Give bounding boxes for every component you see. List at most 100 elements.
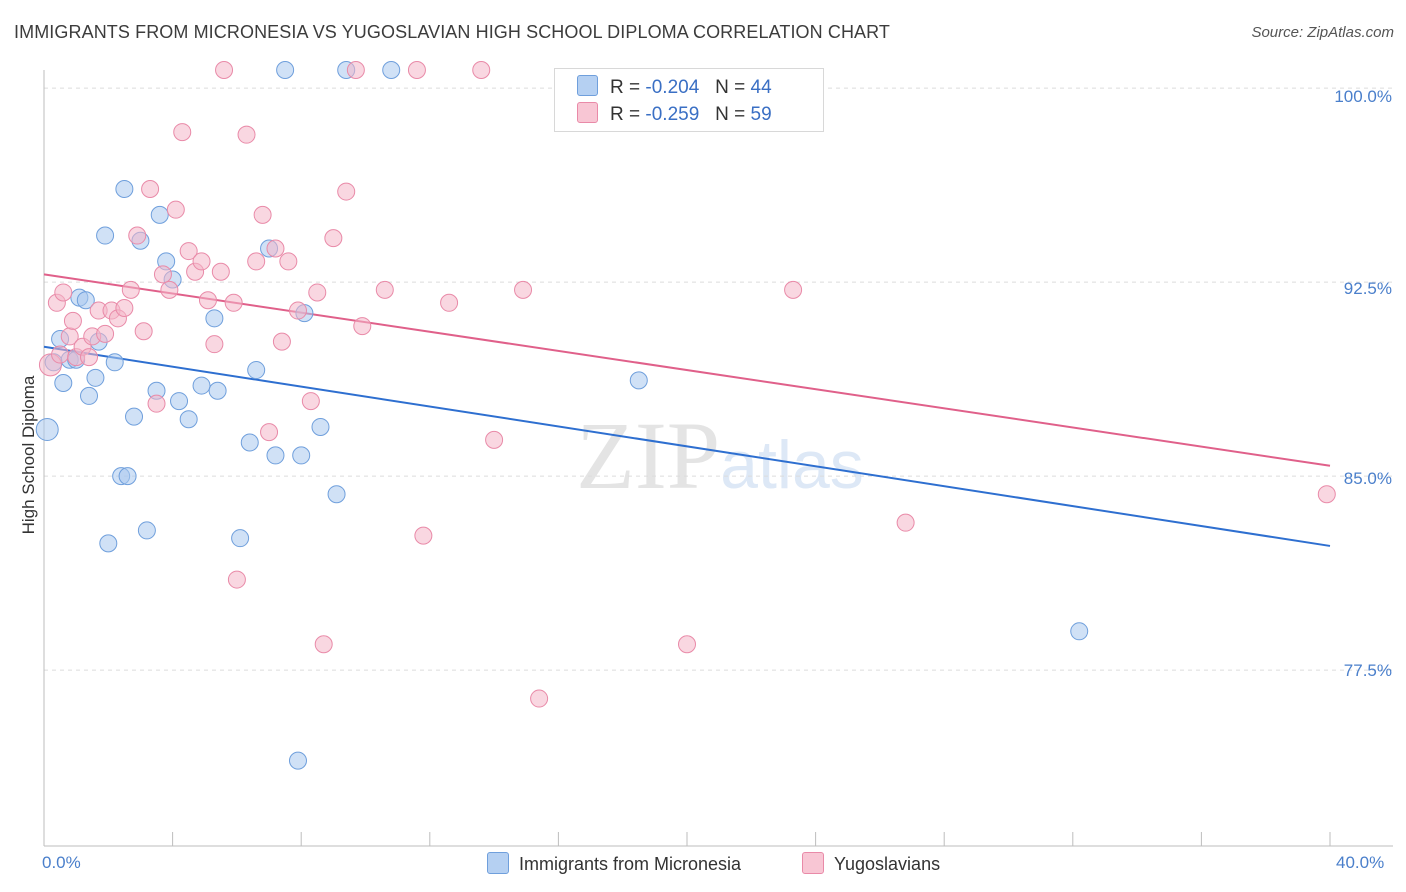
series-name: Yugoslavians	[834, 854, 941, 874]
x-tick-label-max: 40.0%	[1336, 853, 1385, 872]
micronesia-trend-line	[43, 345, 1331, 547]
legend-r-label: R =	[610, 104, 641, 125]
x-tick-label-min: 0.0%	[42, 853, 81, 872]
micronesia-point	[382, 61, 401, 79]
series-swatch-blue	[487, 852, 509, 874]
micronesia-point	[54, 373, 73, 392]
x-tick-marks	[172, 832, 1331, 846]
micronesia-point	[327, 485, 346, 504]
yugoslavian-point	[141, 179, 160, 198]
legend-r-label: R =	[610, 77, 641, 98]
stats-legend: R = -0.204 N = 44 R = -0.259 N = 59	[554, 68, 824, 132]
micronesia-point	[247, 361, 266, 380]
yugoslavian-point	[215, 61, 234, 79]
yugoslavian-point	[211, 262, 230, 281]
micronesia-point	[118, 467, 137, 486]
yugoslavian-point	[314, 635, 333, 654]
micronesia-point	[311, 417, 330, 436]
series-legend-yugoslavians[interactable]: Yugoslavians	[802, 852, 940, 875]
micronesia-point	[231, 529, 250, 548]
micronesia-point	[288, 751, 307, 770]
legend-n-value: 44	[750, 77, 772, 98]
source-label: Source: ZipAtlas.com	[1251, 24, 1394, 41]
yugoslavian-point	[485, 430, 504, 449]
micronesia-point	[96, 226, 115, 245]
yugoslavian-point	[407, 61, 426, 79]
yugoslavian-point	[173, 123, 192, 142]
y-tick-label-100: 100.0%	[1334, 87, 1392, 106]
yugoslavian-point	[237, 125, 256, 144]
yugoslavian-point	[153, 265, 172, 284]
yugoslavian-point	[160, 280, 179, 299]
micronesia-point	[1070, 622, 1089, 641]
legend-row-micronesia: R = -0.204 N = 44	[577, 75, 772, 99]
micronesia-point	[137, 521, 156, 540]
yugoslavian-point	[96, 324, 115, 343]
legend-n-label: N =	[715, 104, 746, 125]
micronesia-point	[86, 368, 105, 387]
micronesia-point	[35, 418, 59, 442]
yugoslavian-point	[337, 182, 356, 201]
micronesia-point	[105, 353, 124, 372]
micronesia-point	[629, 371, 648, 390]
y-tick-label-85: 85.0%	[1343, 469, 1392, 488]
yugoslavian-point	[272, 332, 291, 351]
yugoslavian-point	[346, 61, 365, 79]
yugoslavian-point	[279, 252, 298, 271]
yugoslavian-point	[266, 239, 285, 258]
legend-r-value: -0.259	[645, 104, 700, 125]
yugoslavian-point	[166, 200, 185, 219]
yugoslavian-point	[224, 293, 243, 312]
y-tick-label-77-5: 77.5%	[1343, 661, 1392, 680]
micronesia-point	[205, 309, 224, 328]
micronesia-point	[179, 410, 198, 429]
micronesia-point	[170, 392, 189, 411]
yugoslavian-point	[375, 280, 394, 299]
yugoslavian-point	[80, 348, 99, 367]
yugoslavian-point	[301, 392, 320, 411]
yugoslavian-point	[324, 229, 343, 248]
micronesia-point	[208, 381, 227, 400]
yugoslavian-point	[253, 205, 272, 224]
yugoslavian-point	[784, 280, 803, 299]
yugoslavian-point	[128, 226, 147, 245]
legend-r-value: -0.204	[645, 77, 700, 98]
yugoslavian-point	[227, 570, 246, 589]
yugoslavian-point	[440, 293, 459, 312]
yugoslavian-point	[288, 301, 307, 320]
legend-n-label: N =	[715, 77, 746, 98]
watermark-zip: ZIP	[576, 402, 720, 509]
yugoslavian-point	[414, 526, 433, 545]
micronesia-point	[150, 205, 169, 224]
yugoslavian-point	[678, 635, 696, 654]
trend-lines	[43, 273, 1331, 547]
yugoslavian-point	[205, 335, 224, 354]
micronesia-point	[76, 291, 95, 310]
yugoslavian-point	[260, 423, 279, 442]
yugoslavian-point	[472, 61, 491, 79]
legend-swatch-pink	[577, 102, 598, 123]
legend-n-value: 59	[750, 104, 772, 125]
watermark-atlas: atlas	[720, 427, 864, 503]
micronesia-point	[276, 61, 295, 79]
yugoslavian-point	[192, 252, 211, 271]
yugoslavian-point	[63, 311, 82, 330]
micronesia-point	[99, 534, 118, 553]
yugoslavian-point	[54, 283, 73, 302]
micronesia-point	[240, 433, 259, 452]
chart-title: IMMIGRANTS FROM MICRONESIA VS YUGOSLAVIA…	[14, 22, 891, 42]
yugoslavian-point	[1317, 485, 1336, 504]
legend-swatch-blue	[577, 75, 598, 96]
yugoslavian-point	[514, 280, 533, 299]
micronesia-point	[266, 446, 285, 465]
micronesia-point	[125, 407, 144, 426]
yugoslavian-point	[115, 298, 134, 317]
micronesia-point	[80, 386, 99, 405]
y-tick-label-92-5: 92.5%	[1343, 279, 1392, 298]
yugoslavian-point	[353, 317, 372, 336]
yugoslavian-point	[308, 283, 327, 302]
legend-row-yugoslavians: R = -0.259 N = 59	[577, 102, 772, 126]
series-legend-micronesia[interactable]: Immigrants from Micronesia	[487, 852, 741, 875]
yugoslavian-point	[51, 345, 70, 364]
